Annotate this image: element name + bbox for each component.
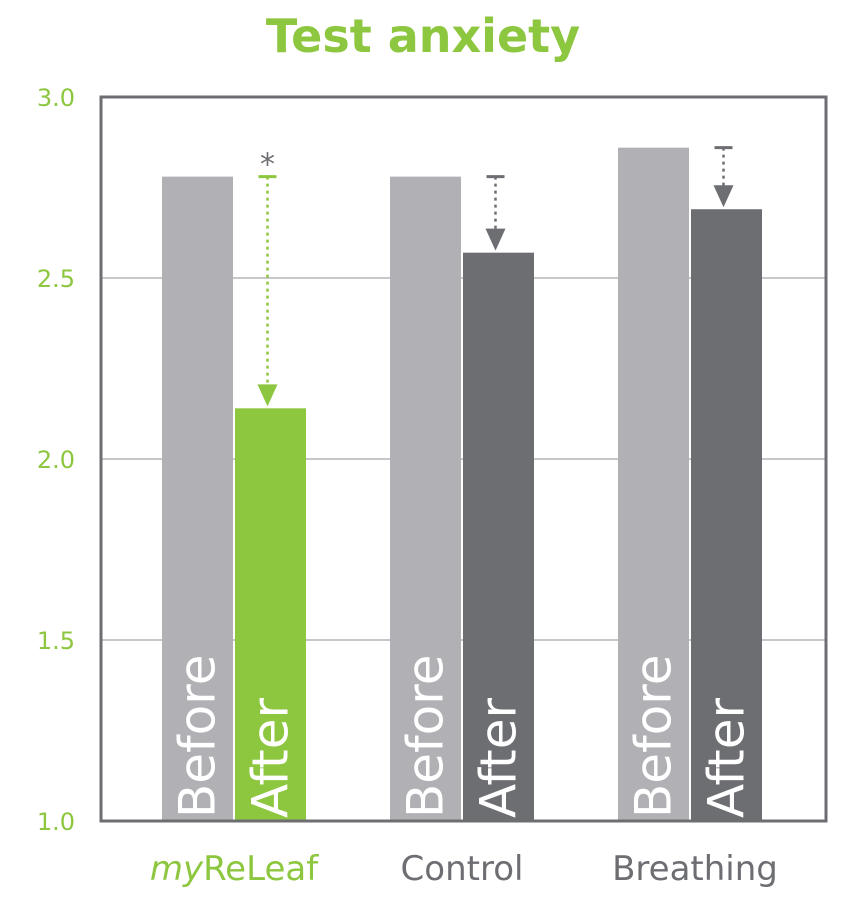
category-label-prefix: my xyxy=(150,849,204,889)
category-label: Breathing xyxy=(612,849,778,889)
arrow-head xyxy=(485,228,506,251)
bar-label-after: After xyxy=(698,697,756,818)
y-tick-label: 2.0 xyxy=(37,446,75,474)
bar-before xyxy=(618,147,689,821)
bar-label-before: Before xyxy=(397,655,455,818)
category-label-name: ReLeaf xyxy=(203,849,319,889)
bar-label-after: After xyxy=(242,697,300,818)
significance-mark: * xyxy=(260,148,275,183)
bar-after xyxy=(235,408,306,821)
bar-label-before: Before xyxy=(625,655,683,818)
arrow-head xyxy=(257,384,278,407)
bar-after xyxy=(691,209,762,822)
bar-label-after: After xyxy=(470,697,528,818)
bar-before xyxy=(390,176,461,821)
y-axis: 1.0 1.5 2.0 2.5 3.0 xyxy=(37,84,75,836)
bar-label-before: Before xyxy=(169,655,227,818)
y-tick-label: 1.5 xyxy=(37,627,75,655)
category-label: myReLeaf xyxy=(150,849,319,889)
category-label: Control xyxy=(401,849,524,889)
bar-before xyxy=(162,176,233,821)
x-axis: myReLeaf Control Breathing xyxy=(150,849,778,889)
category-label-name: Control xyxy=(401,849,524,889)
bar-after xyxy=(463,252,534,821)
plot-frame xyxy=(99,95,828,823)
chart-title: Test anxiety xyxy=(266,9,580,63)
y-tick-label: 1.0 xyxy=(37,808,75,836)
bars: Before After Before After Before After xyxy=(162,147,762,822)
change-arrows: * xyxy=(257,146,734,407)
category-label-name: Breathing xyxy=(612,849,778,889)
y-tick-label: 3.0 xyxy=(37,84,75,112)
y-tick-label: 2.5 xyxy=(37,265,75,293)
arrow-head xyxy=(713,185,734,208)
